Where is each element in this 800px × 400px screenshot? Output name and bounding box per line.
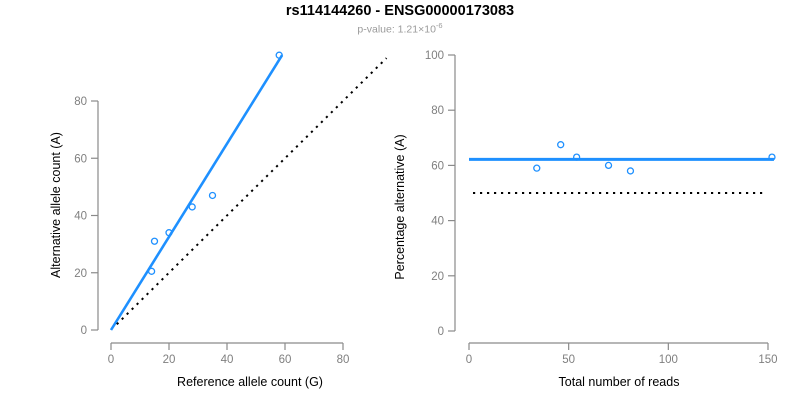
y-axis-label: Alternative allele count (A) [49,132,63,278]
data-point [572,153,581,161]
y-tick-label: 0 [81,325,87,337]
data-point [150,237,159,245]
y-tick-label: 20 [431,271,444,283]
x-tick-label: 0 [108,354,114,366]
data-point [768,153,776,161]
y-tick-label: 60 [74,153,87,165]
y-tick-label: 20 [74,268,87,280]
y-axis-label: Percentage alternative (A) [393,134,407,279]
pvalue-exponent: -6 [435,21,443,30]
figure-subtitle: p-value: 1.21×10-6 [0,21,800,36]
x-tick-label: 150 [758,354,777,366]
y-tick-label: 80 [431,105,444,117]
x-axis-label: Total number of reads [559,375,680,389]
y-tick-label: 80 [74,96,87,108]
pvalue-text: p-value: 1.21×10 [357,23,436,36]
data-point [626,167,635,175]
data-point [604,161,613,170]
y-tick-label: 40 [431,216,444,228]
identity-line [116,57,388,325]
right-plot: 0 20 40 60 80 100 0 50 100 150 Total number of rea… [393,50,778,389]
x-tick-label: 50 [562,354,575,366]
x-tick-label: 60 [279,354,292,366]
y-tick-label: 40 [74,211,87,223]
data-point [557,141,565,149]
left-plot: 0 20 40 60 80 0 20 40 60 80 Reference allele count… [49,51,388,389]
y-tick-label: 60 [431,160,444,172]
y-tick-label: 100 [425,50,444,62]
y-tick-label: 0 [438,326,444,338]
data-point [208,191,217,200]
data-point [275,51,283,59]
x-tick-label: 100 [659,354,678,366]
figure-title: rs114144260 - ENSG00000173083 [285,3,515,19]
regression-line [109,54,284,331]
x-tick-label: 0 [466,354,472,366]
x-tick-label: 40 [221,354,234,366]
data-point [165,229,173,237]
x-tick-label: 20 [163,354,176,366]
data-point [147,267,156,275]
data-point [533,164,541,172]
data-point [188,203,196,211]
x-axis-label: Reference allele count (G) [177,375,323,389]
x-tick-label: 80 [337,354,350,366]
